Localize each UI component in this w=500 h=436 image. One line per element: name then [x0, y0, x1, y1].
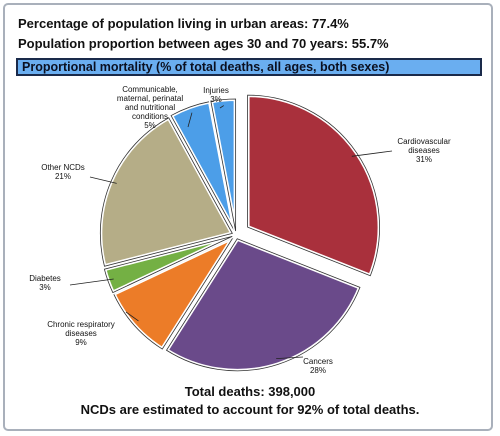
slice-label-line: diseases — [65, 329, 97, 338]
pie-slice-outline-7 — [210, 98, 237, 232]
slice-label-line: Injuries — [203, 86, 229, 95]
slice-label-line: Chronic respiratory — [47, 320, 115, 329]
urban-population-stat: Percentage of population living in urban… — [18, 16, 349, 31]
slice-label-line: and nutritional — [125, 103, 175, 112]
slice-label-2: Cancers 28% — [303, 357, 333, 375]
slice-label-line: 5% — [144, 121, 156, 130]
leader-line-1 — [351, 150, 393, 157]
slice-label-line: 28% — [310, 366, 326, 375]
slice-label-line: Cancers — [303, 357, 333, 366]
total-deaths-text: Total deaths: 398,000 — [184, 384, 316, 399]
leader-line-5 — [89, 176, 117, 184]
chart-title: Proportional mortality (% of total death… — [16, 58, 482, 76]
slice-label-line: diseases — [408, 146, 440, 155]
leader-line-2 — [276, 356, 304, 360]
pie-slice-outline-1 — [247, 94, 380, 277]
slice-label-1: Cardiovascular diseases 31% — [397, 137, 451, 164]
slice-label-line: 9% — [75, 338, 87, 347]
slice-label-7: Injuries 3% — [203, 86, 229, 104]
slice-label-line: Diabetes — [29, 274, 61, 283]
age-proportion-stat: Population proportion between ages 30 an… — [18, 36, 389, 51]
ncd-estimate-text: NCDs are estimated to account for 92% of… — [80, 402, 420, 417]
slice-label-line: conditions — [132, 112, 168, 121]
slice-label-line: Cardiovascular — [397, 137, 451, 146]
leader-line-7 — [219, 105, 224, 109]
slice-label-line: 21% — [55, 172, 71, 181]
pie-slice-outline-4 — [103, 235, 233, 294]
slice-label-line: maternal, perinatal — [117, 94, 183, 103]
slice-label-line: 3% — [210, 95, 222, 104]
leader-line-3 — [125, 311, 139, 322]
slice-label-4: Diabetes 3% — [29, 274, 61, 292]
slice-label-line: Other NCDs — [41, 163, 85, 172]
slice-label-line: Communicable, — [122, 85, 178, 94]
slice-label-line: 31% — [416, 155, 432, 164]
leader-line-4 — [69, 278, 114, 286]
leader-line-6 — [187, 112, 193, 128]
slice-label-5: Other NCDs 21% — [41, 163, 85, 181]
slice-label-3: Chronic respiratory diseases 9% — [47, 320, 115, 347]
slice-label-line: 3% — [39, 283, 51, 292]
pie-slice-outline-5 — [99, 117, 233, 267]
slice-label-6: Communicable, maternal, perinatal and nutr… — [117, 85, 183, 130]
pie-slice-outline-2 — [165, 238, 361, 372]
